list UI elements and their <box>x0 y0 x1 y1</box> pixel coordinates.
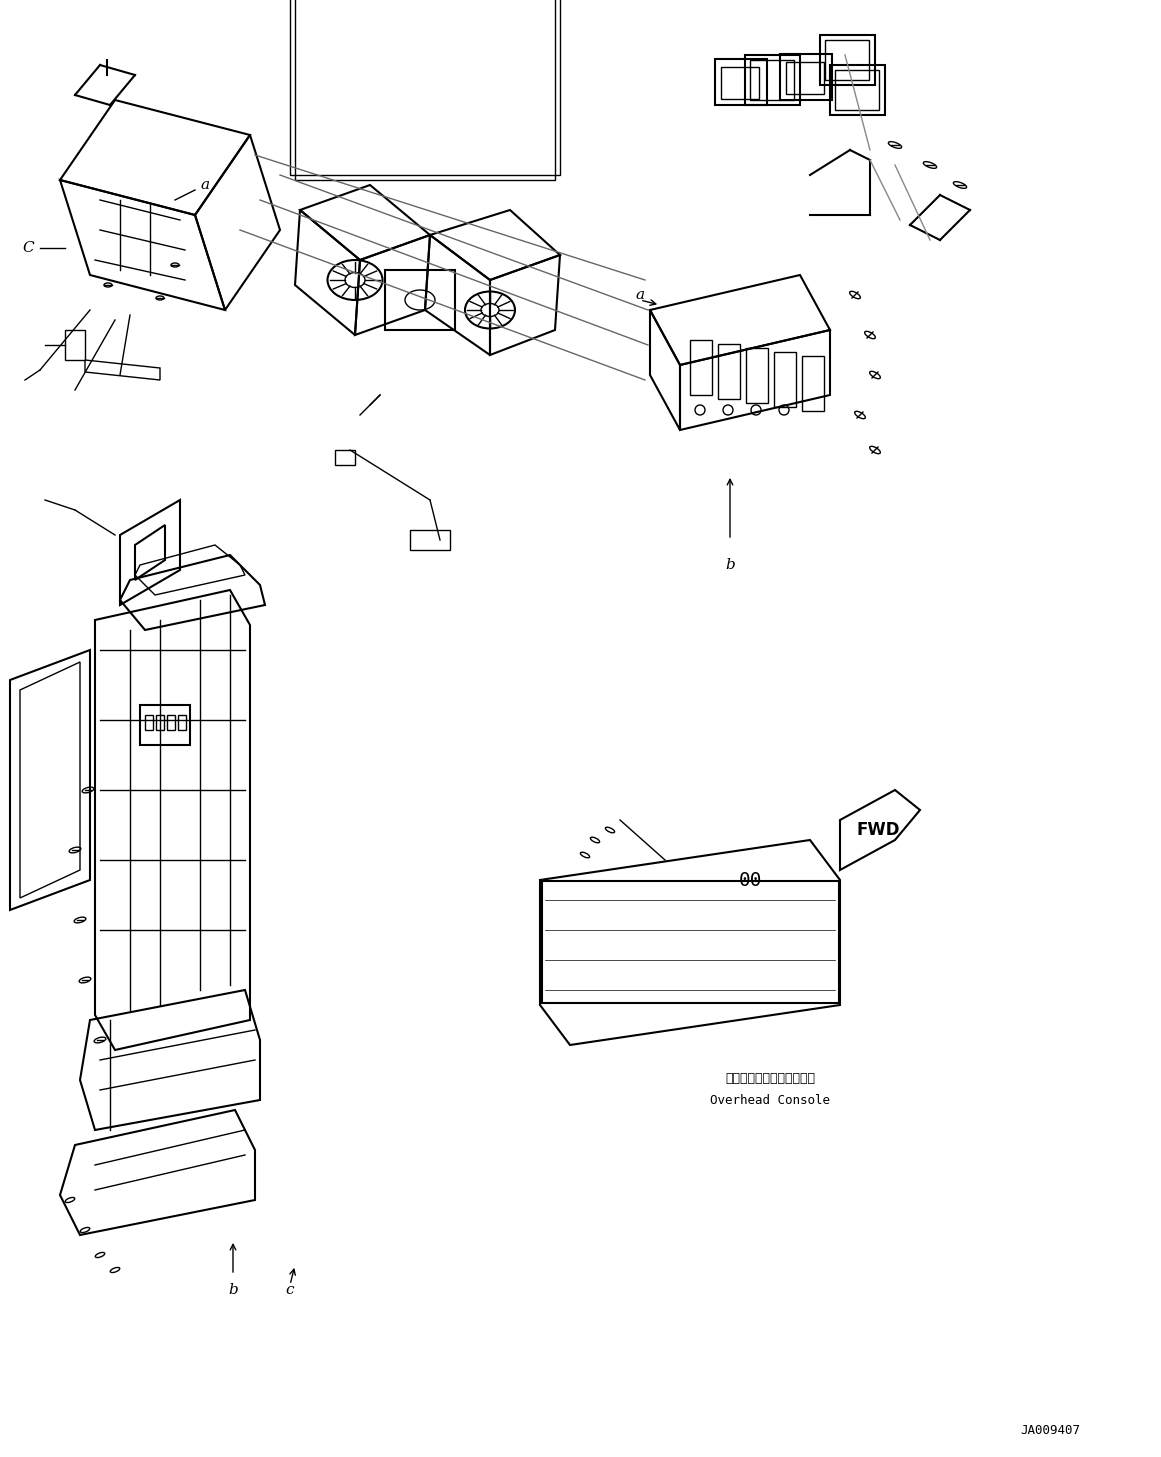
Bar <box>747 348 767 404</box>
Text: a: a <box>201 178 210 192</box>
Bar <box>820 35 875 85</box>
Bar <box>786 63 824 95</box>
Bar <box>145 715 153 730</box>
Text: c: c <box>286 1284 294 1297</box>
Text: 00: 00 <box>738 870 762 890</box>
Bar <box>542 881 839 1002</box>
Bar <box>750 60 794 101</box>
Bar <box>156 715 164 730</box>
Text: JA009407: JA009407 <box>1021 1423 1080 1437</box>
Bar <box>825 39 868 80</box>
Bar <box>295 0 555 181</box>
Bar <box>717 344 740 399</box>
Text: Overhead Console: Overhead Console <box>711 1094 830 1106</box>
Bar <box>715 58 767 105</box>
Bar <box>690 339 712 395</box>
Bar <box>835 70 879 109</box>
Text: FWD: FWD <box>857 820 900 839</box>
Text: C: C <box>22 240 34 255</box>
Bar <box>745 55 800 105</box>
Bar <box>385 270 455 329</box>
Bar <box>774 353 796 407</box>
Text: b: b <box>726 558 735 573</box>
Bar <box>167 715 175 730</box>
Bar <box>830 66 885 115</box>
Bar <box>178 715 186 730</box>
Text: a: a <box>635 288 644 302</box>
Bar <box>140 705 190 745</box>
Bar <box>780 54 832 101</box>
Text: オーバーヘッドコンソール: オーバーヘッドコンソール <box>724 1071 815 1084</box>
Bar <box>802 356 824 411</box>
Text: b: b <box>228 1284 238 1297</box>
Bar <box>721 67 759 99</box>
Bar <box>290 0 560 175</box>
